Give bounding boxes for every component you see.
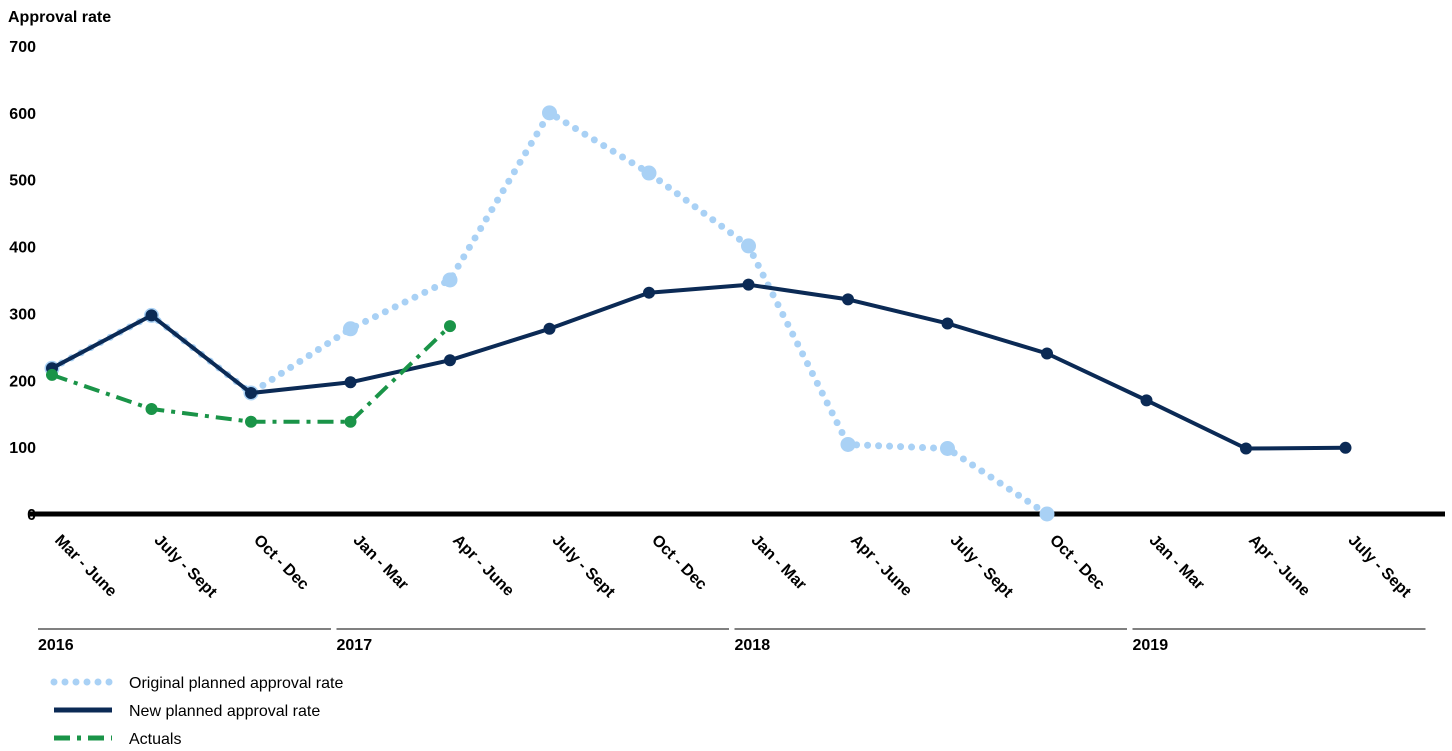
y-tick-label: 400 (9, 240, 36, 257)
y-tick-label: 700 (9, 39, 36, 56)
x-axis-category-labels: Mar - June July - Sept Oct - Dec Jan - Mar A… (51, 532, 1414, 602)
data-point (643, 286, 655, 299)
data-point (145, 403, 158, 416)
data-point (343, 321, 358, 337)
x-category-label: Jan - Mar (350, 532, 412, 594)
x-category-label: Oct - Dec (648, 532, 710, 594)
data-point (1339, 441, 1352, 454)
x-category-label: Mar - June (51, 532, 120, 601)
x-category-label: Jan - Mar (1146, 532, 1208, 594)
data-point (641, 165, 657, 181)
y-axis-title: Approval rate (8, 9, 111, 26)
x-category-label: July - Sept (151, 532, 221, 602)
data-point (245, 415, 257, 428)
year-label: 2019 (1133, 637, 1169, 654)
year-label: 2017 (337, 637, 373, 654)
data-point (941, 317, 954, 330)
y-tick-label: 100 (9, 440, 36, 457)
legend-label: Original planned approval rate (129, 675, 343, 692)
data-point (145, 309, 158, 322)
data-point (1240, 442, 1252, 455)
legend-label: Actuals (129, 731, 181, 748)
data-point (1140, 394, 1153, 407)
data-point (1039, 506, 1055, 522)
data-point (442, 272, 458, 288)
series-line (51, 282, 1346, 451)
data-point (940, 440, 955, 456)
y-tick-label: 300 (9, 306, 36, 323)
x-category-label: Oct - Dec (1046, 532, 1108, 594)
data-point (344, 376, 357, 389)
y-tick-label: 200 (9, 373, 36, 390)
data-point (543, 322, 556, 335)
y-tick-label: 600 (9, 106, 36, 123)
data-point (840, 436, 856, 452)
x-category-label: Apr - June (449, 532, 517, 600)
x-axis-year-groups: 2016 2017 2018 2019 (38, 628, 1426, 654)
data-point (842, 293, 854, 306)
data-point (344, 415, 357, 428)
y-tick-label: 500 (9, 173, 36, 190)
data-point (542, 105, 557, 121)
data-point (444, 354, 456, 367)
data-point (245, 386, 257, 399)
x-category-label: Apr - June (847, 532, 915, 600)
legend: Original planned approval rate New planne… (50, 675, 343, 748)
x-category-label: July - Sept (1345, 532, 1415, 602)
series-2 (46, 320, 456, 428)
series-1 (46, 278, 1352, 455)
data-point (1041, 347, 1053, 360)
x-category-label: Apr - June (1245, 532, 1313, 600)
x-category-label: July - Sept (549, 532, 619, 602)
y-axis-ticks: 0100200300400500600700 (9, 39, 36, 524)
data-point (46, 368, 58, 381)
year-label: 2016 (38, 637, 74, 654)
year-label: 2018 (735, 637, 771, 654)
x-category-label: Oct - Dec (250, 532, 312, 594)
data-point (742, 278, 755, 291)
data-point (444, 320, 456, 333)
series-layer (44, 105, 1352, 522)
data-point (741, 238, 756, 254)
x-category-label: Jan - Mar (748, 532, 810, 594)
x-category-label: July - Sept (947, 532, 1017, 602)
legend-label: New planned approval rate (129, 703, 320, 720)
